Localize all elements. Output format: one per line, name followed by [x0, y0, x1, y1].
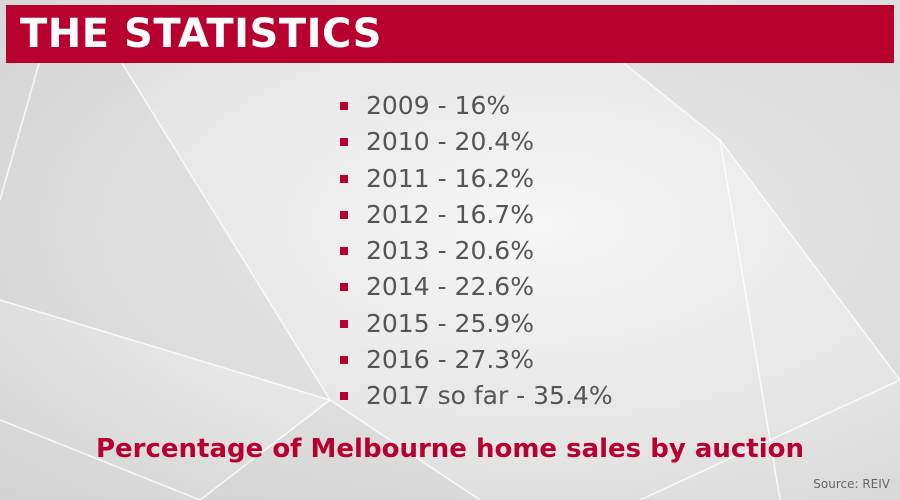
- item-text: 2011 - 16.2%: [366, 163, 534, 193]
- bullet: [340, 283, 348, 292]
- item-text: 2012 - 16.7%: [366, 199, 534, 229]
- list-item: 2016 - 27.3%: [338, 342, 613, 378]
- bg-facet: [620, 60, 900, 380]
- bullet: [340, 102, 348, 110]
- bg-line: [619, 59, 721, 141]
- item-text: 2009 - 16%: [366, 91, 511, 120]
- bg-line: [719, 139, 900, 381]
- bullet: [340, 356, 348, 365]
- bullet: [340, 210, 348, 219]
- item-text: 2017 so far - 35.4%: [366, 381, 613, 411]
- bg-line: [329, 399, 481, 500]
- item-text: 2013 - 20.6%: [366, 236, 534, 266]
- bullet: [340, 247, 348, 256]
- source: Source: REIV: [813, 477, 890, 491]
- statistics-list: 2009 - 16% 2010 - 20.4% 2011 - 16.2% 2012 -…: [338, 88, 613, 415]
- list-item: 2015 - 25.9%: [338, 306, 613, 342]
- item-text: 2010 - 20.4%: [366, 127, 534, 157]
- list-item: 2011 - 16.2%: [338, 161, 613, 197]
- title: THE STATISTICS: [20, 11, 382, 57]
- bg-line: [0, 299, 331, 401]
- item-text: 2014 - 22.6%: [366, 272, 534, 302]
- list-item: 2014 - 22.6%: [338, 269, 613, 305]
- list-item: 2017 so far - 35.4%: [338, 378, 613, 414]
- bullet: [340, 392, 348, 401]
- bg-line: [0, 419, 201, 500]
- bullet: [340, 174, 348, 183]
- title-banner: THE STATISTICS: [6, 5, 894, 63]
- item-text: 2016 - 27.3%: [366, 345, 534, 375]
- caption: Percentage of Melbourne home sales by au…: [95, 434, 805, 464]
- list-item: 2010 - 20.4%: [338, 124, 613, 160]
- bg-facet: [0, 60, 330, 400]
- list-item: 2012 - 16.7%: [338, 197, 613, 233]
- bg-line: [0, 59, 41, 201]
- bg-facet: [200, 400, 480, 500]
- list-item: 2009 - 16%: [338, 88, 613, 124]
- bullet: [340, 138, 348, 147]
- bg-line: [199, 399, 331, 500]
- bg-line: [639, 379, 900, 500]
- bg-line: [119, 59, 331, 401]
- bullet: [340, 319, 348, 328]
- list-item: 2013 - 20.6%: [338, 233, 613, 269]
- item-text: 2015 - 25.9%: [366, 308, 534, 338]
